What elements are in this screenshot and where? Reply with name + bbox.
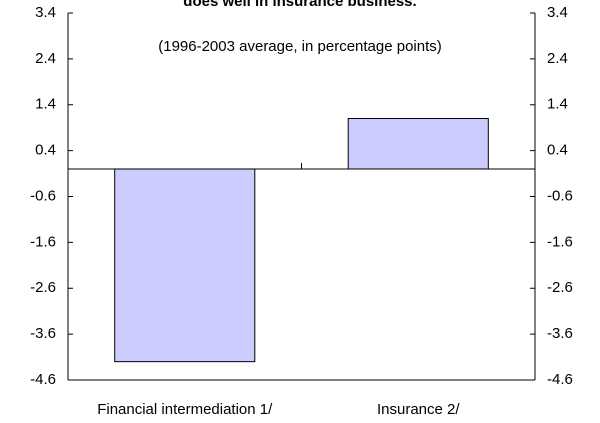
- y-tick-label: 1.4: [35, 96, 56, 113]
- chart-subtitle: (1996-2003 average, in percentage points…: [158, 38, 442, 55]
- y-tick-label: 0.4: [35, 142, 56, 159]
- x-tick-label: Insurance 2/: [377, 401, 460, 418]
- bar: [347, 118, 489, 170]
- y-tick-label: -0.6: [30, 187, 56, 204]
- y2-tick-label: -3.6: [547, 325, 573, 342]
- chart-title: does well in insurance business.: [183, 0, 416, 10]
- y-tick-label: 2.4: [35, 50, 56, 67]
- bar: [114, 168, 256, 363]
- y-tick-label: -4.6: [30, 371, 56, 388]
- x-tick-label: Financial intermediation 1/: [97, 401, 273, 418]
- y-tick-label: -2.6: [30, 279, 56, 296]
- y2-tick-label: 0.4: [547, 142, 568, 159]
- y2-tick-label: 3.4: [547, 4, 568, 21]
- y-tick-label: -1.6: [30, 233, 56, 250]
- y-tick-label: -3.6: [30, 325, 56, 342]
- y2-tick-label: 2.4: [547, 50, 568, 67]
- y2-tick-label: -1.6: [547, 233, 573, 250]
- y-tick-label: 3.4: [35, 4, 56, 21]
- y2-tick-label: -4.6: [547, 371, 573, 388]
- y2-tick-label: -0.6: [547, 187, 573, 204]
- y2-tick-label: -2.6: [547, 279, 573, 296]
- y2-tick-label: 1.4: [547, 96, 568, 113]
